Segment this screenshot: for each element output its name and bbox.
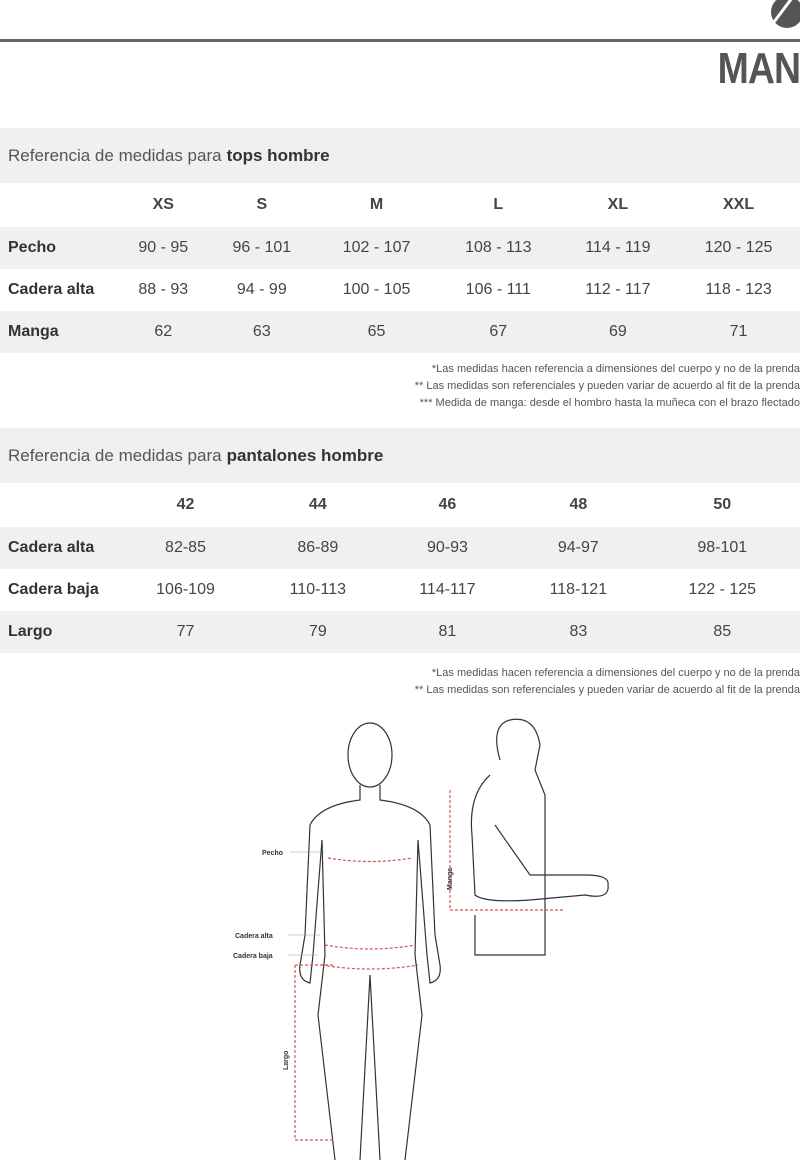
label-pecho: Pecho — [262, 850, 283, 857]
size-header: L — [493, 196, 504, 213]
cell: 71 — [677, 311, 800, 353]
size-header: XS — [152, 196, 174, 213]
cell: 90 - 95 — [118, 227, 209, 269]
cell: 102 - 107 — [315, 227, 438, 269]
table-row: Cadera alta 82-85 86-89 90-93 94-97 98-101 — [0, 527, 800, 569]
cell: 77 — [118, 611, 254, 653]
size-header: XXL — [723, 196, 755, 213]
row-label: Largo — [0, 611, 118, 653]
table-row: Pecho 90 - 95 96 - 101 102 - 107 108 - 113 1… — [0, 227, 800, 269]
tops-notes: *Las medidas hacen referencia a dimensio… — [0, 361, 800, 412]
size-header: 50 — [713, 496, 732, 513]
size-header: S — [256, 196, 268, 213]
note: *Las medidas hacen referencia a dimensio… — [431, 363, 800, 375]
cell: 94 - 99 — [236, 281, 287, 298]
cell: 118 - 123 — [705, 281, 772, 298]
size-header: 48 — [569, 496, 588, 513]
pants-title: Referencia de medidas para pantalones hom… — [0, 428, 800, 483]
label-leaders — [288, 851, 325, 956]
tops-title-bold: tops hombre — [226, 145, 330, 165]
cell: 62 — [118, 311, 209, 353]
tops-table: XS S M L XL XXL Pecho 90 - 95 96 - 101 102 - 10… — [0, 183, 800, 353]
label-cadera-baja: Cadera baja — [233, 953, 273, 960]
tops-section: Referencia de medidas para tops hombre XS… — [0, 128, 800, 412]
cell: 106-109 — [156, 581, 215, 598]
table-row: Cadera alta 88 - 93 94 - 99 100 - 105 106 -… — [0, 269, 800, 311]
cell: 82-85 — [118, 527, 254, 569]
table-row: Manga 62 63 65 67 69 71 — [0, 311, 800, 353]
cell: 114-117 — [419, 581, 476, 598]
note: *Las medidas hacen referencia a dimensio… — [431, 667, 800, 679]
pants-section: Referencia de medidas para pantalones hom… — [0, 428, 800, 699]
cell: 90-93 — [382, 527, 513, 569]
cell: 94-97 — [512, 527, 645, 569]
cell: 106 - 111 — [465, 281, 531, 298]
note: ** Las medidas son referenciales y puede… — [414, 380, 800, 392]
tops-title: Referencia de medidas para tops hombre — [0, 128, 800, 183]
tops-title-prefix: Referencia de medidas para — [8, 145, 222, 165]
cell: 85 — [644, 611, 800, 653]
cell: 96 - 101 — [208, 227, 316, 269]
cell: 112 - 117 — [585, 281, 651, 298]
size-header: 44 — [308, 496, 327, 513]
cell: 81 — [382, 611, 513, 653]
pants-notes: *Las medidas hacen referencia a dimensio… — [0, 665, 800, 699]
brand-name: MAN — [717, 44, 800, 93]
row-label: Pecho — [0, 227, 118, 269]
cell: 88 - 93 — [138, 281, 189, 298]
cell: 114 - 119 — [558, 227, 678, 269]
table-row: Largo 77 79 81 83 85 — [0, 611, 800, 653]
cell: 65 — [315, 311, 438, 353]
note: ** Las medidas son referenciales y puede… — [414, 684, 800, 696]
cell: 86-89 — [253, 527, 383, 569]
table-row: Cadera baja 106-109 110-113 114-117 118-121… — [0, 569, 800, 611]
cell: 118-121 — [549, 581, 608, 598]
cell: 83 — [512, 611, 645, 653]
brand-logo-icon — [771, 0, 800, 28]
front-body-icon — [299, 722, 441, 1160]
size-header: 46 — [438, 496, 457, 513]
side-body-icon — [470, 718, 609, 956]
label-manga: Manga — [447, 868, 454, 890]
cell: 100 - 105 — [342, 281, 411, 298]
table-header-row: 42 44 46 48 50 — [0, 483, 800, 527]
cell: 63 — [208, 311, 316, 353]
header-rule — [0, 39, 800, 42]
size-header: 42 — [176, 496, 195, 513]
row-label: Cadera alta — [8, 281, 95, 298]
size-header: XL — [607, 196, 629, 213]
measure-lines — [294, 790, 565, 1141]
table-header-row: XS S M L XL XXL — [0, 183, 800, 227]
cell: 98-101 — [644, 527, 800, 569]
label-largo: Largo — [283, 1051, 290, 1070]
body-measurement-figure: Pecho Cadera alta Cadera baja Largo Mang… — [233, 718, 609, 1160]
cell: 120 - 125 — [677, 227, 800, 269]
cell: 110-113 — [289, 581, 346, 598]
pants-title-prefix: Referencia de medidas para — [8, 445, 222, 465]
cell: 79 — [253, 611, 383, 653]
cell: 108 - 113 — [437, 227, 559, 269]
pants-table: 42 44 46 48 50 Cadera alta 82-85 86-89 90-93 94… — [0, 483, 800, 653]
row-label: Manga — [0, 311, 118, 353]
pants-title-bold: pantalones hombre — [226, 445, 384, 465]
note: *** Medida de manga: desde el hombro has… — [419, 397, 800, 409]
row-label: Cadera baja — [8, 581, 99, 598]
cell: 67 — [437, 311, 559, 353]
size-header: M — [369, 196, 384, 213]
cell: 69 — [558, 311, 678, 353]
label-cadera-alta: Cadera alta — [235, 933, 273, 940]
row-label: Cadera alta — [0, 527, 118, 569]
cell: 122 - 125 — [688, 581, 757, 598]
